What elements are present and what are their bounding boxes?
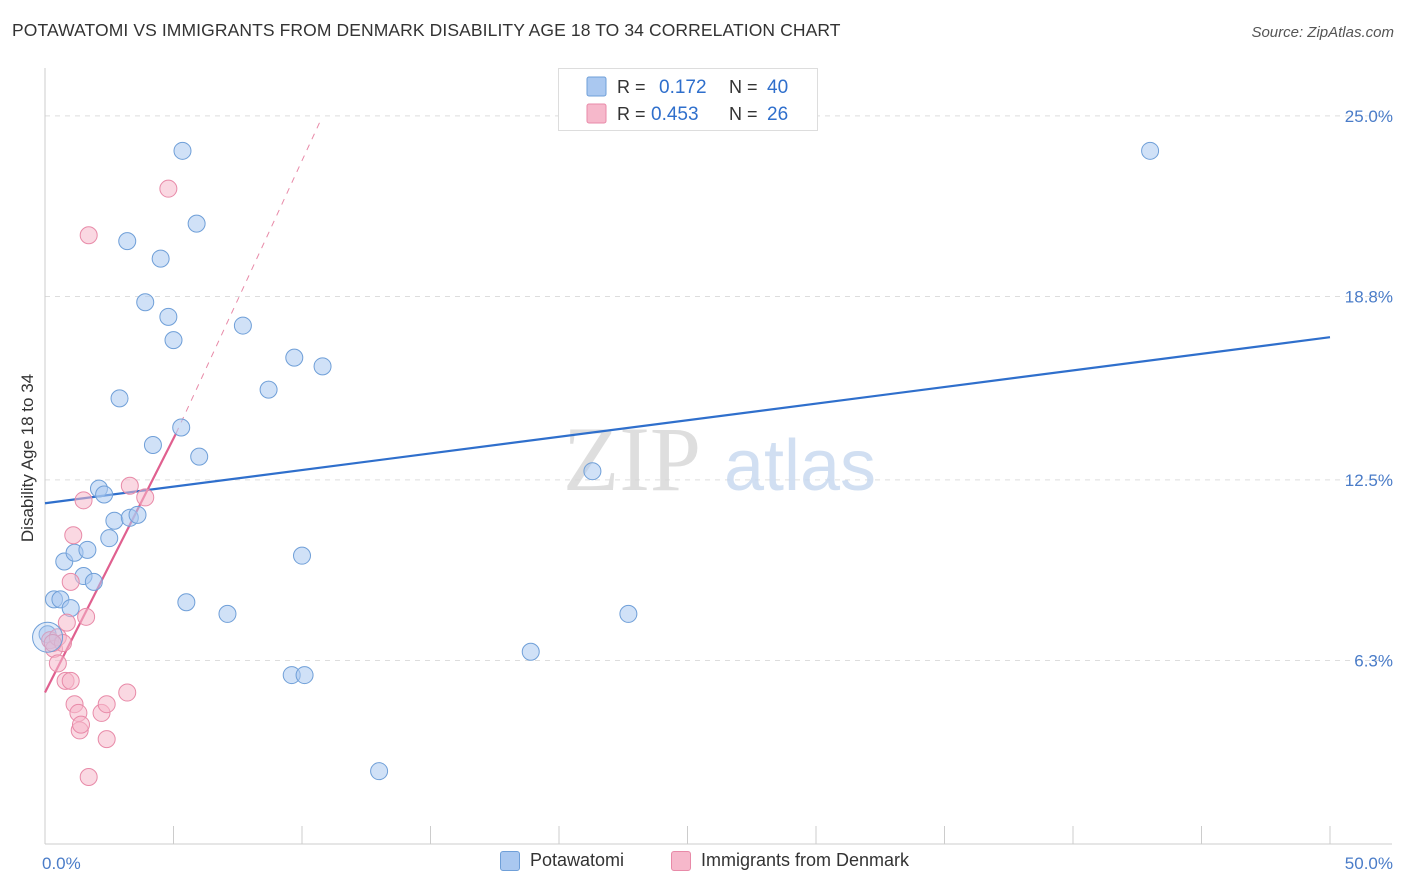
data-point-blue [100,529,119,548]
data-point-blue [95,485,114,504]
data-point-blue [136,293,155,312]
data-point-pink [61,572,80,591]
legend-r-label-pink: R = [617,104,646,124]
data-point-pink [77,607,96,626]
data-point-cluster-blue [32,621,64,653]
data-point-blue [78,540,97,559]
data-point-blue [151,249,170,268]
data-point-blue [173,141,192,160]
watermark-zip: ZIP [563,408,701,510]
legend-r-value-blue: 0.172 [659,77,707,98]
legend-swatch-potawatomi [500,850,520,871]
tick-labels: 6.3% 12.5% 18.8% 25.0% 0.0% 50.0% [42,107,1393,873]
data-point-blue [293,546,311,565]
data-point-blue [285,348,304,367]
data-point-blue [233,316,252,335]
legend-n-label-pink: N = [729,104,758,124]
legend-r-label-blue: R = [617,77,646,97]
data-point-pink [118,683,137,702]
legend-r-value-pink: 0.453 [651,104,699,125]
data-point-blue [84,572,103,591]
watermark: ZIP atlas [563,408,876,510]
legend-item-denmark[interactable]: Immigrants from Denmark [671,850,909,871]
legend-swatch-pink [586,103,607,124]
trend-line-blue [44,336,1331,505]
legend-label-potawatomi: Potawatomi [530,850,625,870]
data-point-pink [64,526,83,545]
data-point-blue [521,642,540,661]
data-point-blue [172,418,191,437]
data-point-blue [218,604,237,623]
legend-label-denmark: Immigrants from Denmark [701,850,910,870]
legend-item-potawatomi[interactable]: Potawatomi [500,850,624,871]
data-point-pink [79,768,98,787]
y-tick-label: 6.3% [1354,652,1393,671]
data-point-blue [164,331,183,350]
data-point-blue [259,380,278,399]
data-point-blue [619,604,638,623]
data-point-blue [1141,141,1160,160]
y-axis-label: Disability Age 18 to 34 [18,374,37,542]
series-legend: Potawatomi Immigrants from Denmark [0,850,1406,880]
y-tick-label: 18.8% [1345,287,1393,306]
data-point-blue [177,593,196,612]
legend-n-value-pink: 26 [767,104,788,125]
data-point-blue [110,389,129,408]
data-point-blue [370,762,389,781]
data-point-pink [79,226,98,245]
data-point-pink [97,730,116,749]
data-point-pink [61,671,80,690]
data-point-blue [118,232,137,251]
correlation-legend: R = 0.172 N = 40 R = 0.453 N = 26 [558,68,818,131]
source-credit: Source: ZipAtlas.com [1251,24,1394,41]
data-point-pink [97,695,116,714]
data-point-pink [48,654,67,673]
y-tick-label: 25.0% [1345,107,1393,126]
data-point-pink [57,613,76,632]
legend-n-value-blue: 40 [767,77,788,98]
data-point-pink [159,179,178,198]
data-point-blue [128,505,147,524]
x-tick-label: 0.0% [42,854,81,873]
data-point-blue [583,462,602,481]
gridlines [45,115,1392,662]
x-tick-label: 50.0% [1345,854,1393,873]
data-point-pink [71,715,90,734]
data-point-blue [159,307,178,326]
data-point-blue [143,435,162,454]
data-point-blue [313,357,332,376]
data-point-blue [105,511,124,530]
legend-swatch-blue [586,76,607,97]
trend-extension-pink [175,121,321,434]
legend-n-label-blue: N = [729,77,758,97]
data-point-pink [120,476,139,495]
watermark-atlas: atlas [724,426,876,506]
data-point-blue [187,214,206,233]
data-points [32,141,1160,787]
data-point-blue [295,666,314,685]
legend-swatch-denmark [671,850,691,871]
y-tick-label: 12.5% [1345,471,1393,490]
data-point-blue [190,447,209,466]
chart-title: POTAWATOMI VS IMMIGRANTS FROM DENMARK DI… [12,20,841,40]
data-point-pink [74,491,93,510]
data-point-pink [136,488,155,507]
axes [44,68,1392,845]
